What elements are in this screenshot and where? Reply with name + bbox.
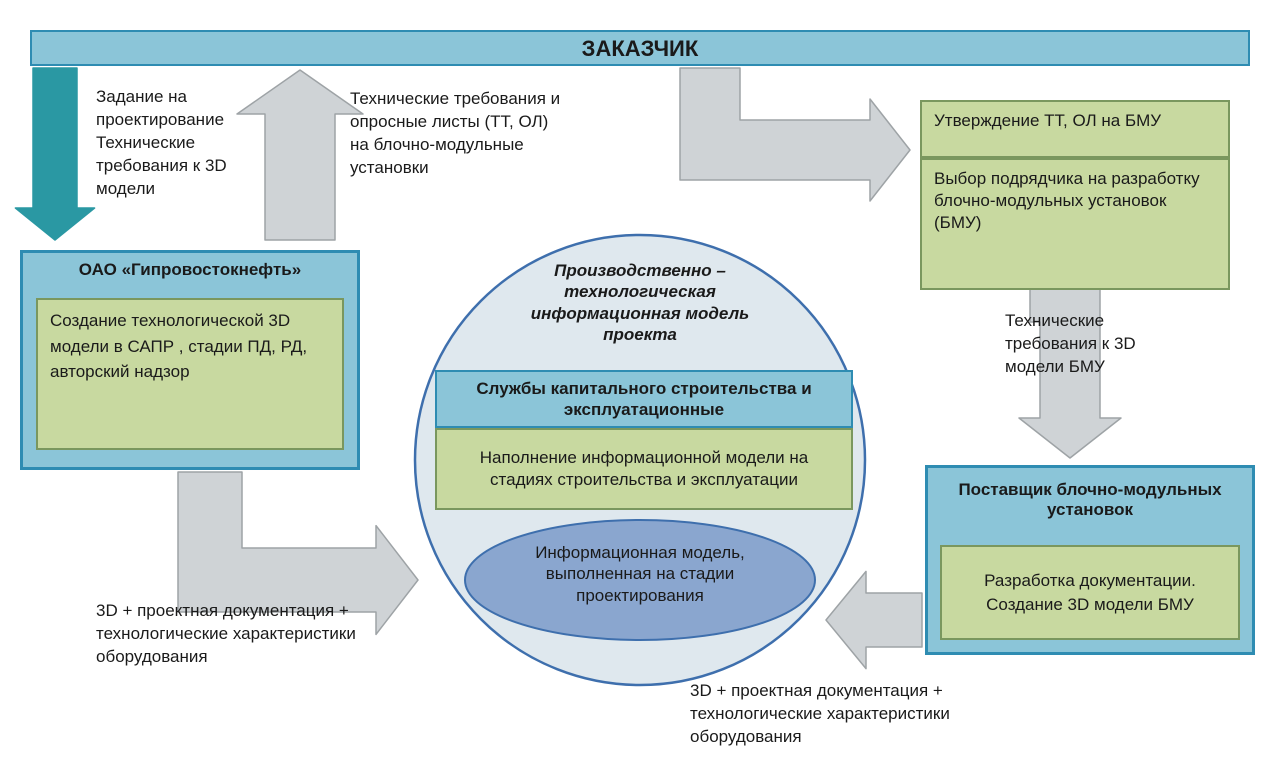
label-task: Задание на проектирование Технические тр… <box>96 86 276 201</box>
supplier-title-label: Поставщик блочно-модульных установок <box>937 480 1243 520</box>
services-body: Наполнение информационной модели на стад… <box>435 428 853 510</box>
gipro-body-label: Создание технологической 3D модели в САП… <box>50 311 307 381</box>
approve-row1: Утверждение ТТ, ОЛ на БМУ <box>920 100 1230 158</box>
services-title: Службы капитального строительства и эксп… <box>435 370 853 428</box>
ellipse-text: Информационная модель, выполненная на ст… <box>490 542 790 606</box>
customer-header: ЗАКАЗЧИК <box>30 30 1250 66</box>
diagram-stage: ЗАКАЗЧИК Задание на проектирование Техни… <box>0 0 1280 764</box>
services-body-label: Наполнение информационной модели на стад… <box>449 447 839 491</box>
label-3d-docs-left: 3D + проектная документация + технологич… <box>96 600 416 669</box>
gipro-title-label: ОАО «Гипровостокнефть» <box>79 260 301 279</box>
supplier-body: Разработка документации. Создание 3D мод… <box>940 545 1240 640</box>
approve-row2-label: Выбор подрядчика на разработку блочно-мо… <box>934 169 1200 232</box>
supplier-body-label: Разработка документации. Создание 3D мод… <box>954 569 1226 617</box>
circle-title: Производственно – технологическая информ… <box>500 260 780 360</box>
gipro-title: ОАО «Гипровостокнефть» <box>20 250 360 290</box>
circle-title-label: Производственно – технологическая информ… <box>531 261 750 344</box>
supplier-title: Поставщик блочно-модульных установок <box>925 465 1255 535</box>
ellipse-text-label: Информационная модель, выполненная на ст… <box>535 543 745 605</box>
label-tech-req-bmu: Технические требования к 3D модели БМУ <box>1005 310 1205 379</box>
approve-row1-label: Утверждение ТТ, ОЛ на БМУ <box>934 111 1161 130</box>
gipro-body: Создание технологической 3D модели в САП… <box>36 298 344 450</box>
services-title-label: Службы капитального строительства и эксп… <box>447 378 841 421</box>
approve-row2: Выбор подрядчика на разработку блочно-мо… <box>920 158 1230 290</box>
customer-header-label: ЗАКАЗЧИК <box>582 36 699 61</box>
label-tt-ol: Технические требования и опросные листы … <box>350 88 640 180</box>
label-3d-docs-bottom: 3D + проектная документация + технологич… <box>690 680 1010 749</box>
